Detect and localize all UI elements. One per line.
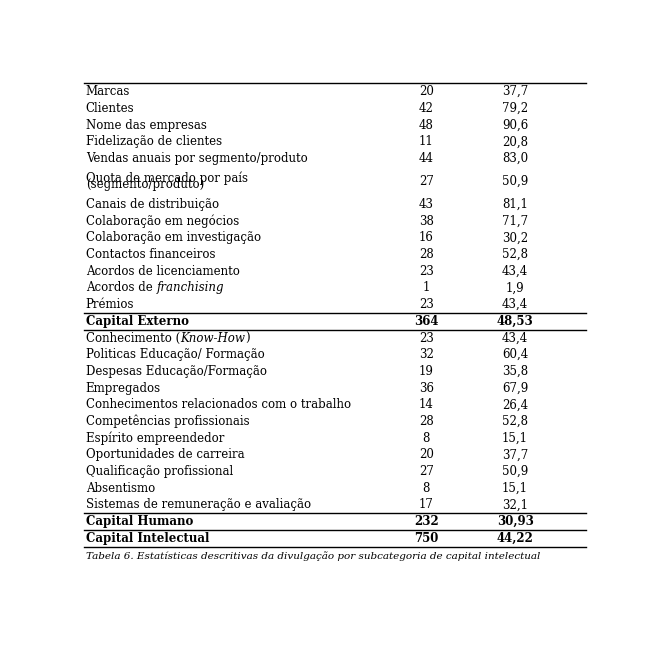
Text: Conhecimentos relacionados com o trabalho: Conhecimentos relacionados com o trabalh… — [86, 399, 351, 412]
Text: 20: 20 — [419, 448, 434, 461]
Text: 20: 20 — [419, 85, 434, 98]
Text: 1: 1 — [422, 281, 430, 294]
Text: 27: 27 — [419, 465, 434, 478]
Text: 52,8: 52,8 — [502, 415, 528, 428]
Text: Contactos financeiros: Contactos financeiros — [86, 248, 215, 261]
Text: 28: 28 — [419, 248, 434, 261]
Text: Know-How: Know-How — [180, 332, 245, 344]
Text: Canais de distribuição: Canais de distribuição — [86, 198, 219, 211]
Text: Clientes: Clientes — [86, 102, 135, 115]
Text: 44,22: 44,22 — [496, 532, 534, 545]
Text: (segmento/produto): (segmento/produto) — [86, 178, 204, 191]
Text: 30,2: 30,2 — [502, 232, 528, 244]
Text: ): ) — [245, 332, 250, 344]
Text: 60,4: 60,4 — [502, 348, 528, 361]
Text: Espírito empreendedor: Espírito empreendedor — [86, 432, 224, 445]
Text: Quota de mercado por país: Quota de mercado por país — [86, 172, 248, 185]
Text: 42: 42 — [419, 102, 434, 115]
Text: 50,9: 50,9 — [502, 465, 528, 478]
Text: 48: 48 — [419, 119, 434, 132]
Text: 44: 44 — [419, 152, 434, 165]
Text: 38: 38 — [419, 215, 434, 228]
Text: Marcas: Marcas — [86, 85, 130, 98]
Text: Politicas Educação/ Formação: Politicas Educação/ Formação — [86, 348, 265, 361]
Text: 35,8: 35,8 — [502, 365, 528, 378]
Text: 90,6: 90,6 — [502, 119, 528, 132]
Text: 20,8: 20,8 — [502, 135, 528, 148]
Text: 8: 8 — [422, 482, 430, 495]
Text: 81,1: 81,1 — [502, 198, 528, 211]
Text: Conhecimento (: Conhecimento ( — [86, 332, 180, 344]
Text: Fidelização de clientes: Fidelização de clientes — [86, 135, 222, 148]
Text: 79,2: 79,2 — [502, 102, 528, 115]
Text: Acordos de: Acordos de — [86, 281, 156, 294]
Text: 15,1: 15,1 — [502, 432, 528, 444]
Text: 67,9: 67,9 — [502, 382, 528, 395]
Text: 19: 19 — [419, 365, 434, 378]
Text: 16: 16 — [419, 232, 434, 244]
Text: Colaboração em investigação: Colaboração em investigação — [86, 232, 261, 244]
Text: 50,9: 50,9 — [502, 175, 528, 188]
Text: 71,7: 71,7 — [502, 215, 528, 228]
Text: 43,4: 43,4 — [502, 332, 528, 344]
Text: 364: 364 — [414, 315, 439, 328]
Text: 23: 23 — [419, 298, 434, 311]
Text: 48,53: 48,53 — [497, 315, 534, 328]
Text: Vendas anuais por segmento/produto: Vendas anuais por segmento/produto — [86, 152, 307, 165]
Text: Qualificação profissional: Qualificação profissional — [86, 465, 233, 478]
Text: Capital Intelectual: Capital Intelectual — [86, 532, 209, 545]
Text: 37,7: 37,7 — [502, 85, 528, 98]
Text: 43: 43 — [419, 198, 434, 211]
Text: Acordos de licenciamento: Acordos de licenciamento — [86, 264, 239, 278]
Text: Oportunidades de carreira: Oportunidades de carreira — [86, 448, 245, 461]
Text: franchising: franchising — [156, 281, 224, 294]
Text: 36: 36 — [419, 382, 434, 395]
Text: 83,0: 83,0 — [502, 152, 528, 165]
Text: 11: 11 — [419, 135, 434, 148]
Text: 32,1: 32,1 — [502, 499, 528, 511]
Text: 26,4: 26,4 — [502, 399, 528, 412]
Text: 23: 23 — [419, 332, 434, 344]
Text: Colaboração em negócios: Colaboração em negócios — [86, 214, 239, 228]
Text: Capital Humano: Capital Humano — [86, 515, 193, 528]
Text: Despesas Educação/Formação: Despesas Educação/Formação — [86, 365, 267, 378]
Text: 37,7: 37,7 — [502, 448, 528, 461]
Text: 32: 32 — [419, 348, 434, 361]
Text: 43,4: 43,4 — [502, 264, 528, 278]
Text: 17: 17 — [419, 499, 434, 511]
Text: 43,4: 43,4 — [502, 298, 528, 311]
Text: 23: 23 — [419, 264, 434, 278]
Text: Competências profissionais: Competências profissionais — [86, 415, 249, 428]
Text: Tabela 6. Estatísticas descritivas da divulgação por subcategoria de capital int: Tabela 6. Estatísticas descritivas da di… — [86, 551, 540, 561]
Text: Prémios: Prémios — [86, 298, 134, 311]
Text: Capital Externo: Capital Externo — [86, 315, 189, 328]
Text: 15,1: 15,1 — [502, 482, 528, 495]
Text: Nome das empresas: Nome das empresas — [86, 119, 207, 132]
Text: 1,9: 1,9 — [506, 281, 525, 294]
Text: 52,8: 52,8 — [502, 248, 528, 261]
Text: 232: 232 — [414, 515, 439, 528]
Text: 28: 28 — [419, 415, 434, 428]
Text: 27: 27 — [419, 175, 434, 188]
Text: Absentismo: Absentismo — [86, 482, 155, 495]
Text: Sistemas de remuneração e avaliação: Sistemas de remuneração e avaliação — [86, 499, 311, 511]
Text: 750: 750 — [414, 532, 439, 545]
Text: 30,93: 30,93 — [496, 515, 534, 528]
Text: 8: 8 — [422, 432, 430, 444]
Text: 14: 14 — [419, 399, 434, 412]
Text: Empregados: Empregados — [86, 382, 161, 395]
